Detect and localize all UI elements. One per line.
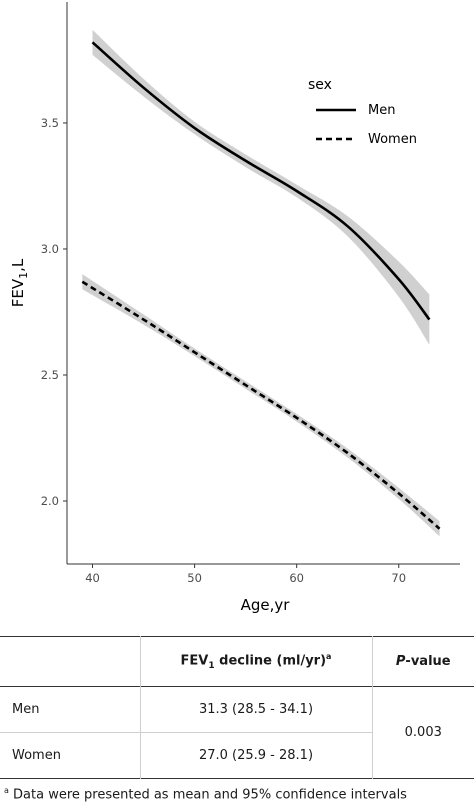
results-table: FEV1 decline (ml/yr)a P-value Men 31.3 (… [0, 636, 474, 779]
ci-ribbon-men [92, 29, 430, 345]
series-line-men [91, 41, 431, 321]
table-row-label: Women [12, 748, 61, 763]
y-tick-label: 3.5 [41, 116, 59, 130]
footnote-marker: a [4, 786, 9, 795]
y-axis-title: FEV1,L [9, 258, 30, 307]
legend: sex Men Women [308, 77, 417, 147]
table-header-fev1-decline: FEV1 decline (ml/yr)a [139, 636, 372, 687]
fev1-age-chart: 2.0 2.5 3.0 3.5 40 50 60 70 Age,yr FEV1,L sex … [9, 2, 460, 614]
x-tick-label: 70 [391, 571, 406, 585]
table-row-label: Men [0, 686, 140, 733]
legend-label-men: Men [368, 103, 395, 118]
y-tick-label: 2.5 [41, 368, 59, 382]
table-header-p-value: P-value [371, 636, 474, 687]
y-tick-label: 2.0 [41, 494, 59, 508]
footnote-text: Data were presented as mean and 95% conf… [8, 787, 407, 803]
table-p-value: 0.003 [371, 686, 474, 779]
x-axis-title: Age,yr [241, 596, 291, 614]
series-line-women [81, 280, 441, 530]
table-row-value: 31.3 (28.5 - 34.1) [139, 686, 372, 733]
table-header-blank [0, 637, 140, 687]
x-tick-label: 60 [289, 571, 304, 585]
table-row: Men 31.3 (28.5 - 34.1) 0.003 [0, 686, 474, 779]
x-tick-label: 40 [85, 571, 100, 585]
ci-ribbon-women [82, 274, 440, 537]
table-header-row: FEV1 decline (ml/yr)a P-value [0, 636, 474, 687]
footnote: a Data were presented as mean and 95% co… [4, 786, 407, 802]
legend-label-women: Women [368, 132, 417, 147]
table-row-value: 27.0 (25.9 - 28.1) [139, 732, 372, 779]
y-tick-label: 3.0 [41, 242, 59, 256]
x-tick-label: 50 [187, 571, 202, 585]
legend-title: sex [308, 77, 332, 93]
table-row: Women 27.0 (25.9 - 28.1) [0, 732, 474, 779]
